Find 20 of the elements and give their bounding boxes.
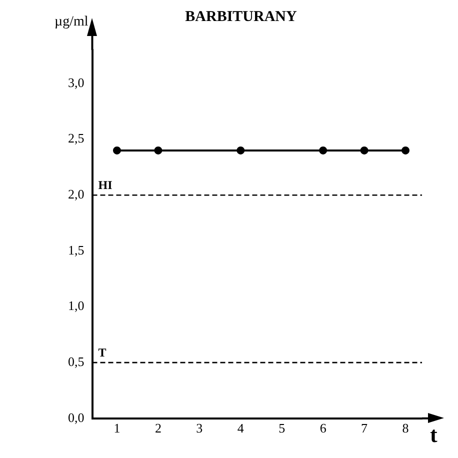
x-tick-label: 7 (361, 420, 368, 436)
ref-line-label: HI (98, 178, 113, 192)
y-axis-title: µg/ml (54, 14, 88, 30)
y-tick-label: 3,0 (68, 74, 84, 90)
x-tick-label: 5 (278, 420, 286, 436)
y-tick-label: 1,0 (68, 298, 84, 314)
y-tick-label: 2,5 (68, 130, 84, 146)
y-tick-label: 2,0 (68, 186, 84, 202)
x-tick-label: 6 (320, 420, 327, 436)
x-tick-label: 8 (402, 420, 409, 436)
x-tick-label: 2 (154, 420, 162, 436)
chart-title: BARBITURANY (185, 8, 298, 25)
y-tick-label: 0,0 (68, 410, 84, 425)
y-tick-label: 1,5 (68, 242, 84, 258)
x-tick-label: 1 (114, 420, 120, 436)
y-tick-label: 0,5 (68, 354, 84, 370)
x-tick-label: 3 (196, 420, 203, 436)
ref-line-label: T (98, 346, 106, 360)
x-axis-title: t (430, 422, 438, 448)
x-tick-label: 4 (237, 420, 244, 436)
